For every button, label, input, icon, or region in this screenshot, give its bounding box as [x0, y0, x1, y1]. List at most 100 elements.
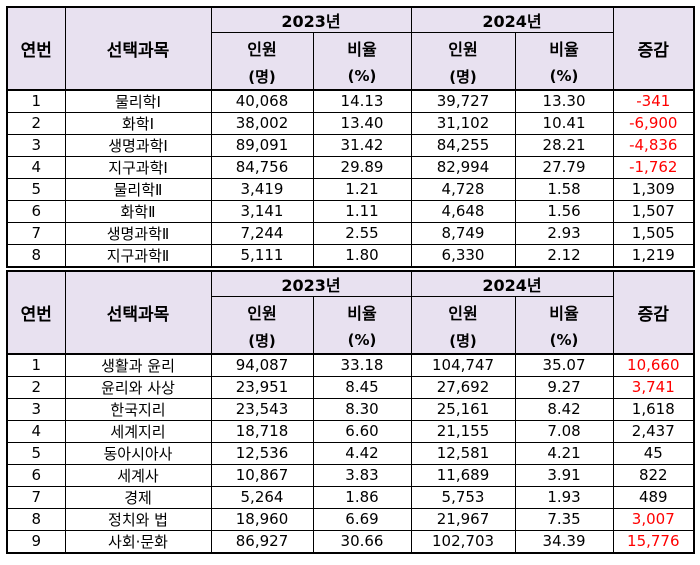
- cell-ratio-2023: 1.86: [312, 485, 412, 509]
- cell-no: 4: [6, 419, 66, 443]
- cell-count-2023: 3,419: [210, 177, 314, 201]
- cell-change: 10,660: [612, 353, 695, 377]
- cell-no: 6: [6, 199, 66, 223]
- cell-no: 4: [6, 155, 66, 179]
- cell-ratio-2023: 3.83: [312, 463, 412, 487]
- cell-no: 2: [6, 375, 66, 399]
- cell-count-2023: 12,536: [210, 441, 314, 465]
- cell-count-2024: 104,747: [410, 353, 516, 377]
- table-row: 1 물리학Ⅰ 40,068 14.13 39,727 13.30 -341: [6, 89, 695, 113]
- header-count-unit-2023: (명): [210, 327, 314, 355]
- cell-count-2024: 102,703: [410, 529, 516, 553]
- cell-ratio-2024: 13.30: [514, 89, 614, 113]
- table-row: 8 정치와 법 18,960 6.69 21,967 7.35 3,007: [6, 507, 695, 531]
- table-row: 7 생명과학Ⅱ 7,244 2.55 8,749 2.93 1,505: [6, 221, 695, 245]
- cell-no: 9: [6, 529, 66, 553]
- cell-count-2024: 8,749: [410, 221, 516, 245]
- cell-ratio-2023: 2.55: [312, 221, 412, 245]
- cell-subject: 윤리와 사상: [64, 375, 212, 399]
- table-row: 6 세계사 10,867 3.83 11,689 3.91 822: [6, 463, 695, 487]
- cell-change: 15,776: [612, 529, 695, 553]
- cell-ratio-2023: 1.11: [312, 199, 412, 223]
- cell-count-2023: 23,951: [210, 375, 314, 399]
- header-ratio-2024: 비율: [514, 32, 614, 64]
- cell-change: -1,762: [612, 155, 695, 179]
- cell-ratio-2023: 6.69: [312, 507, 412, 531]
- table-row: 2 화학Ⅰ 38,002 13.40 31,102 10.41 -6,900: [6, 111, 695, 135]
- cell-change: 1,309: [612, 177, 695, 201]
- cell-subject: 세계사: [64, 463, 212, 487]
- header-count-unit-2024: (명): [410, 327, 516, 355]
- cell-count-2024: 39,727: [410, 89, 516, 113]
- cell-subject: 지구과학Ⅱ: [64, 243, 212, 267]
- cell-subject: 물리학Ⅱ: [64, 177, 212, 201]
- table-row: 7 경제 5,264 1.86 5,753 1.93 489: [6, 485, 695, 509]
- header-no: 연번: [6, 6, 66, 91]
- cell-ratio-2024: 1.58: [514, 177, 614, 201]
- cell-change: 3,007: [612, 507, 695, 531]
- header-year-2023: 2023년: [210, 6, 412, 33]
- cell-subject: 세계지리: [64, 419, 212, 443]
- header-ratio-unit-2024: (%): [514, 327, 614, 355]
- cell-ratio-2023: 13.40: [312, 111, 412, 135]
- cell-count-2024: 31,102: [410, 111, 516, 135]
- header-year-2024: 2024년: [410, 6, 614, 33]
- cell-count-2023: 5,264: [210, 485, 314, 509]
- cell-count-2024: 11,689: [410, 463, 516, 487]
- header-count-2024: 인원: [410, 296, 516, 328]
- cell-ratio-2024: 10.41: [514, 111, 614, 135]
- cell-count-2024: 4,728: [410, 177, 516, 201]
- header-year-2024: 2024년: [410, 270, 614, 297]
- table-row: 5 동아시아사 12,536 4.42 12,581 4.21 45: [6, 441, 695, 465]
- cell-no: 6: [6, 463, 66, 487]
- cell-count-2023: 86,927: [210, 529, 314, 553]
- cell-change: 1,505: [612, 221, 695, 245]
- cell-change: 1,507: [612, 199, 695, 223]
- header-change: 증감: [612, 270, 695, 355]
- cell-change: 822: [612, 463, 695, 487]
- cell-no: 8: [6, 507, 66, 531]
- cell-count-2023: 94,087: [210, 353, 314, 377]
- cell-count-2024: 82,994: [410, 155, 516, 179]
- cell-ratio-2024: 1.56: [514, 199, 614, 223]
- cell-subject: 지구과학Ⅰ: [64, 155, 212, 179]
- cell-ratio-2023: 8.45: [312, 375, 412, 399]
- cell-no: 5: [6, 441, 66, 465]
- header-ratio-unit-2024: (%): [514, 63, 614, 91]
- header-no: 연번: [6, 270, 66, 355]
- cell-count-2023: 89,091: [210, 133, 314, 157]
- header-ratio-unit-2023: (%): [312, 63, 412, 91]
- cell-count-2023: 7,244: [210, 221, 314, 245]
- table-row: 3 생명과학Ⅰ 89,091 31.42 84,255 28.21 -4,836: [6, 133, 695, 157]
- cell-change: -341: [612, 89, 695, 113]
- cell-no: 2: [6, 111, 66, 135]
- cell-count-2023: 3,141: [210, 199, 314, 223]
- cell-ratio-2023: 29.89: [312, 155, 412, 179]
- header-ratio-2024: 비율: [514, 296, 614, 328]
- cell-change: 2,437: [612, 419, 695, 443]
- table-row: 4 세계지리 18,718 6.60 21,155 7.08 2,437: [6, 419, 695, 443]
- cell-subject: 경제: [64, 485, 212, 509]
- cell-ratio-2023: 6.60: [312, 419, 412, 443]
- cell-ratio-2024: 7.35: [514, 507, 614, 531]
- header-count-unit-2023: (명): [210, 63, 314, 91]
- cell-ratio-2024: 7.08: [514, 419, 614, 443]
- table-row: 2 윤리와 사상 23,951 8.45 27,692 9.27 3,741: [6, 375, 695, 399]
- header-count-unit-2024: (명): [410, 63, 516, 91]
- cell-count-2023: 38,002: [210, 111, 314, 135]
- cell-ratio-2023: 8.30: [312, 397, 412, 421]
- cell-count-2023: 40,068: [210, 89, 314, 113]
- cell-count-2023: 18,960: [210, 507, 314, 531]
- cell-change: 45: [612, 441, 695, 465]
- cell-ratio-2024: 28.21: [514, 133, 614, 157]
- header-subject: 선택과목: [64, 270, 212, 355]
- science-subjects-table: 연번 선택과목 2023년 2024년 증감 인원 비율 인원 비율 (명) (…: [6, 6, 696, 268]
- header-ratio-2023: 비율: [312, 32, 412, 64]
- cell-ratio-2024: 2.12: [514, 243, 614, 267]
- cell-count-2024: 84,255: [410, 133, 516, 157]
- header-year-2023: 2023년: [210, 270, 412, 297]
- cell-no: 7: [6, 485, 66, 509]
- cell-no: 5: [6, 177, 66, 201]
- cell-count-2023: 10,867: [210, 463, 314, 487]
- cell-count-2023: 5,111: [210, 243, 314, 267]
